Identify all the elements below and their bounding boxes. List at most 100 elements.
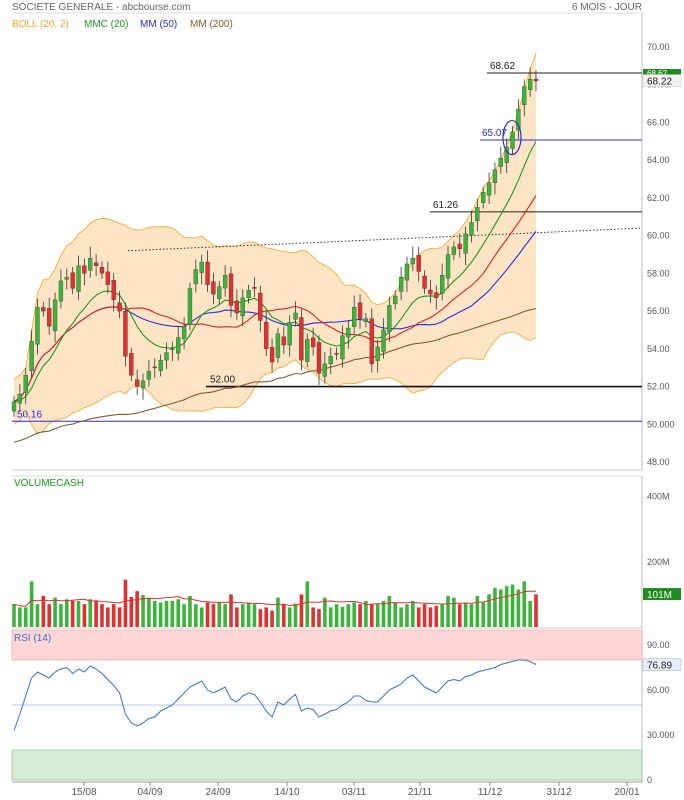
- date-tick-label: 31/12: [546, 787, 571, 798]
- candle-body: [99, 267, 105, 274]
- candle-body: [170, 348, 175, 350]
- volume-bar: [82, 604, 87, 627]
- volume-bar: [276, 597, 280, 627]
- candle-body: [516, 109, 521, 131]
- rsi-chart: RSI (14) 90.00 60.00 30.000 0 76.89: [11, 629, 682, 785]
- date-tick-label: 11/12: [478, 787, 503, 798]
- volume-bar: [76, 600, 81, 627]
- candle-body: [176, 337, 181, 354]
- legend-entry: BOLL (20, 2): [12, 19, 69, 30]
- level-label: 68.62: [490, 61, 515, 72]
- candle-body: [275, 333, 281, 358]
- candle-body: [457, 243, 462, 249]
- volume-bar: [123, 579, 128, 627]
- volume-bar: [440, 604, 444, 627]
- candle-body: [469, 222, 474, 236]
- level-label: 61.26: [433, 200, 458, 211]
- volume-bar: [375, 604, 380, 627]
- candle-body: [363, 318, 369, 322]
- volume-chart: VOLUMECASH 400M 200M 101M: [12, 478, 681, 627]
- volume-bar: [504, 586, 509, 627]
- volume-bar: [182, 604, 186, 627]
- mm200-line: [13, 307, 537, 443]
- mmc20-line: [13, 141, 537, 403]
- volume-bar: [152, 600, 157, 627]
- candle-body: [152, 366, 157, 369]
- volume-bar: [264, 607, 269, 627]
- candle-body: [352, 307, 357, 327]
- volume-bar: [147, 597, 151, 627]
- price-chart: 68.6265.0761.2652.0050.1670.0068.0066.00…: [11, 19, 682, 467]
- volume-bar: [18, 607, 22, 627]
- price-tick-label: 50.000: [647, 419, 675, 429]
- volume-bar: [240, 604, 245, 627]
- candle-body: [76, 265, 81, 292]
- volume-last-background: [643, 588, 681, 601]
- volume-bar: [229, 594, 233, 627]
- volume-bar: [53, 597, 57, 627]
- rsi-overbought-zone: [11, 629, 643, 661]
- level-label: 50.16: [17, 409, 42, 420]
- date-tick-label: 20/01: [614, 787, 639, 798]
- date-tick-label: 04/09: [137, 787, 162, 798]
- legend-entry: MM (50): [140, 19, 177, 30]
- price-tick-label: 70.00: [647, 42, 670, 52]
- candle-body: [299, 317, 304, 361]
- date-axis: 15/08 04/09 24/09 14/10 03/11 21/11 11/12 31/12…: [71, 782, 640, 798]
- candle-body: [111, 280, 116, 300]
- volume-bar: [340, 606, 345, 627]
- price-tick-label: 66.00: [647, 117, 670, 127]
- volume-bar: [352, 602, 356, 627]
- volume-bar: [47, 604, 51, 627]
- candle-body: [293, 312, 298, 320]
- volume-bar: [135, 591, 139, 627]
- bollinger-lower-line: [13, 331, 537, 435]
- candle-body: [305, 339, 310, 362]
- volume-bar: [405, 604, 409, 627]
- volume-bar: [41, 596, 46, 627]
- candle-body: [434, 292, 439, 299]
- volume-tick-label: 400M: [647, 492, 670, 502]
- volume-bar: [287, 607, 292, 627]
- candle-body: [252, 287, 257, 289]
- candle-body: [217, 286, 222, 299]
- candle-body: [222, 275, 228, 289]
- date-tick-label: 21/11: [408, 787, 433, 798]
- candle-body: [35, 307, 40, 345]
- date-tick-label: 03/11: [342, 787, 367, 798]
- candle-body: [82, 265, 87, 274]
- candle-body: [93, 262, 99, 266]
- volume-bar: [528, 600, 532, 627]
- volume-bar: [252, 604, 257, 627]
- candle-body: [240, 297, 245, 317]
- candle-body: [11, 401, 17, 412]
- volume-bar: [499, 589, 503, 627]
- price-tick-label: 62.00: [647, 193, 670, 203]
- rsi-tick-label: 60.00: [647, 685, 670, 695]
- volume-bar: [463, 602, 468, 627]
- candle-body: [428, 289, 433, 295]
- last-price-background: [642, 74, 682, 87]
- volume-bar: [416, 607, 421, 627]
- volume-bar: [12, 604, 16, 627]
- level-label: 52.00: [210, 375, 235, 386]
- volume-bar: [434, 605, 439, 627]
- volume-bar: [422, 604, 427, 627]
- period-label: 6 MOIS - JOUR: [572, 2, 642, 13]
- volume-bar: [246, 602, 251, 627]
- rsi-last-badge: 76.89: [642, 658, 682, 672]
- volume-bar: [29, 581, 34, 627]
- candle-body: [381, 329, 386, 352]
- volume-bar: [393, 602, 398, 627]
- volume-bar: [217, 602, 222, 627]
- legend-entry: MM (200): [190, 19, 233, 30]
- candle-body: [164, 352, 169, 361]
- volume-bar: [469, 604, 474, 627]
- volume-bar: [328, 607, 333, 627]
- candle-body: [117, 302, 122, 312]
- candle-body: [328, 356, 333, 365]
- volume-bar: [70, 600, 75, 627]
- candle-body: [269, 347, 275, 363]
- volume-bar: [235, 607, 239, 627]
- candle-body: [105, 271, 110, 285]
